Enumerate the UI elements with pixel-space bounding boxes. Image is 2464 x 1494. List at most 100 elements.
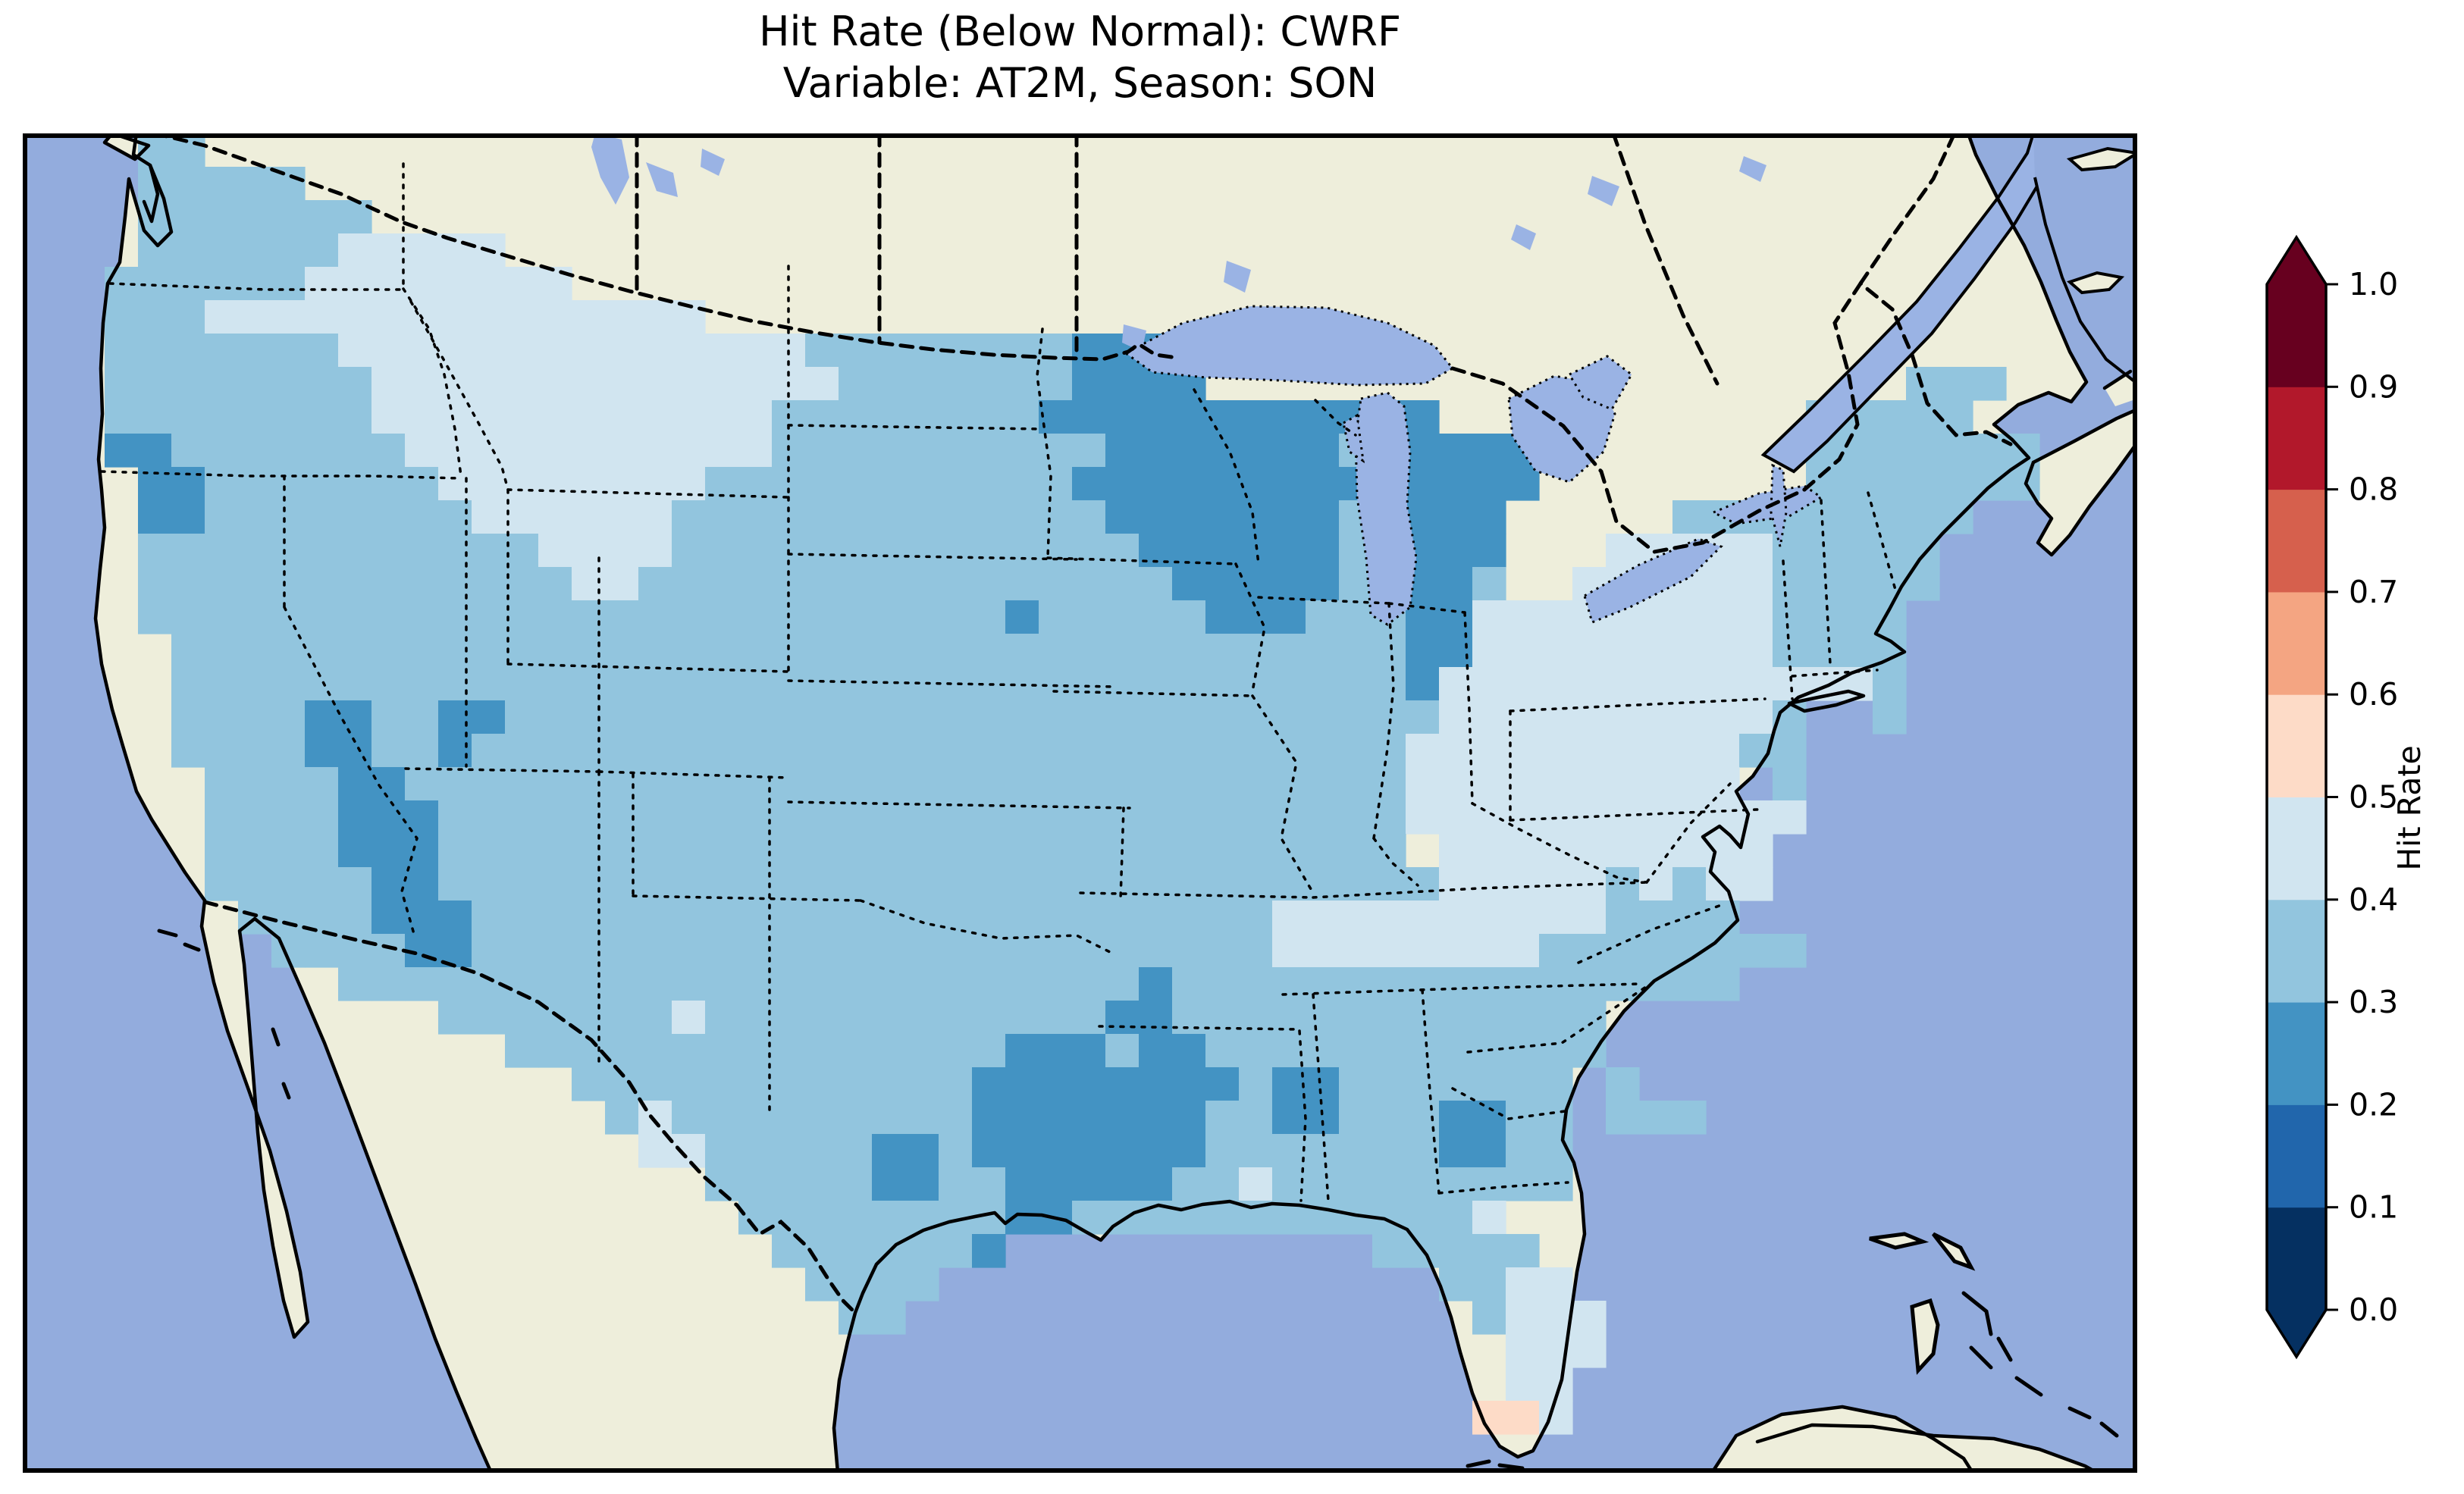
grid-cell bbox=[939, 500, 973, 534]
grid-cell bbox=[1439, 734, 1473, 768]
grid-cell bbox=[371, 567, 406, 601]
grid-cell bbox=[1506, 867, 1540, 901]
grid-cell bbox=[1072, 634, 1106, 668]
grid-cell bbox=[872, 1201, 906, 1235]
grid-cell bbox=[1205, 534, 1240, 568]
grid-cell bbox=[505, 500, 539, 534]
grid-cell bbox=[1739, 634, 1773, 668]
grid-cell bbox=[1172, 934, 1206, 968]
grid-cell bbox=[1539, 1034, 1573, 1068]
grid-cell bbox=[805, 700, 839, 734]
grid-cell bbox=[1072, 600, 1106, 634]
grid-cell bbox=[638, 534, 672, 568]
grid-cell bbox=[205, 400, 239, 434]
grid-cell bbox=[338, 334, 372, 368]
grid-cell bbox=[1239, 867, 1273, 901]
grid-cell bbox=[138, 300, 172, 334]
grid-cell bbox=[905, 1067, 939, 1101]
grid-cell bbox=[305, 667, 339, 701]
grid-cell bbox=[839, 900, 873, 935]
grid-cell bbox=[1005, 700, 1039, 734]
grid-cell bbox=[1472, 534, 1506, 568]
grid-cell bbox=[1239, 400, 1273, 434]
grid-cell bbox=[1572, 900, 1607, 935]
grid-cell bbox=[1406, 900, 1440, 935]
grid-cell bbox=[672, 667, 706, 701]
grid-cell bbox=[1172, 900, 1206, 935]
grid-cell bbox=[872, 934, 906, 968]
grid-cell bbox=[1205, 934, 1240, 968]
grid-cell bbox=[1139, 934, 1173, 968]
grid-cell bbox=[472, 467, 506, 501]
grid-cell bbox=[1439, 700, 1473, 734]
grid-cell bbox=[1606, 667, 1640, 701]
grid-cell bbox=[738, 1101, 773, 1135]
grid-cell bbox=[805, 867, 839, 901]
grid-cell bbox=[872, 700, 906, 734]
grid-cell bbox=[371, 900, 406, 935]
grid-cell bbox=[672, 534, 706, 568]
grid-cell bbox=[1339, 934, 1373, 968]
grid-cell bbox=[939, 434, 973, 468]
grid-cell bbox=[371, 334, 406, 368]
grid-cell bbox=[1005, 1067, 1039, 1101]
grid-cell bbox=[1773, 600, 1807, 634]
grid-cell bbox=[438, 967, 472, 1001]
grid-cell bbox=[1539, 834, 1573, 868]
grid-cell bbox=[1439, 867, 1473, 901]
grid-cell bbox=[1439, 534, 1473, 568]
grid-cell bbox=[171, 334, 205, 368]
grid-cell bbox=[1506, 1301, 1540, 1335]
grid-cell bbox=[705, 867, 739, 901]
grid-cell bbox=[905, 700, 939, 734]
grid-cell bbox=[705, 967, 739, 1001]
us-canada-border bbox=[152, 133, 1179, 362]
grid-cell bbox=[171, 467, 205, 501]
georgian-bay bbox=[1567, 355, 1633, 411]
grid-cell bbox=[1506, 1067, 1540, 1101]
grid-cell bbox=[1306, 600, 1340, 634]
grid-cell bbox=[338, 700, 372, 734]
grid-cell bbox=[1606, 700, 1640, 734]
grid-cell bbox=[1306, 900, 1340, 935]
grid-cell bbox=[972, 1001, 1006, 1035]
grid-cell bbox=[1005, 367, 1039, 401]
grid-cell bbox=[705, 1001, 739, 1035]
grid-cell bbox=[271, 767, 306, 801]
grid-cell bbox=[638, 734, 672, 768]
grid-cell bbox=[1105, 367, 1140, 401]
grid-cell bbox=[238, 600, 272, 634]
grid-cell bbox=[738, 834, 773, 868]
grid-cell bbox=[472, 767, 506, 801]
grid-cell bbox=[872, 600, 906, 634]
grid-cell bbox=[1005, 934, 1039, 968]
grid-cell bbox=[238, 767, 272, 801]
grid-cell bbox=[405, 434, 439, 468]
grid-cell bbox=[1139, 400, 1173, 434]
grid-cell bbox=[505, 434, 539, 468]
grid-cell bbox=[238, 667, 272, 701]
grid-cell bbox=[672, 967, 706, 1001]
grid-cell bbox=[338, 367, 372, 401]
grid-cell bbox=[705, 800, 739, 835]
grid-cell bbox=[1472, 567, 1506, 601]
grid-cell bbox=[1706, 634, 1740, 668]
grid-cell bbox=[1439, 1034, 1473, 1068]
grid-cell bbox=[1406, 400, 1440, 434]
grid-cell bbox=[171, 200, 205, 234]
grid-cell bbox=[1172, 767, 1206, 801]
grid-cell bbox=[1272, 767, 1306, 801]
grid-cell bbox=[638, 1134, 672, 1168]
grid-cell bbox=[1839, 534, 1873, 568]
grid-cell bbox=[1339, 667, 1373, 701]
grid-cell bbox=[839, 1134, 873, 1168]
grid-cell bbox=[839, 700, 873, 734]
grid-cell bbox=[1372, 1034, 1406, 1068]
grid-cell bbox=[305, 534, 339, 568]
grid-cell bbox=[839, 934, 873, 968]
grid-cell bbox=[1239, 934, 1273, 968]
grid-cell bbox=[1706, 667, 1740, 701]
grid-cell bbox=[1606, 634, 1640, 668]
grid-cell bbox=[472, 700, 506, 734]
grid-cell bbox=[905, 1134, 939, 1168]
